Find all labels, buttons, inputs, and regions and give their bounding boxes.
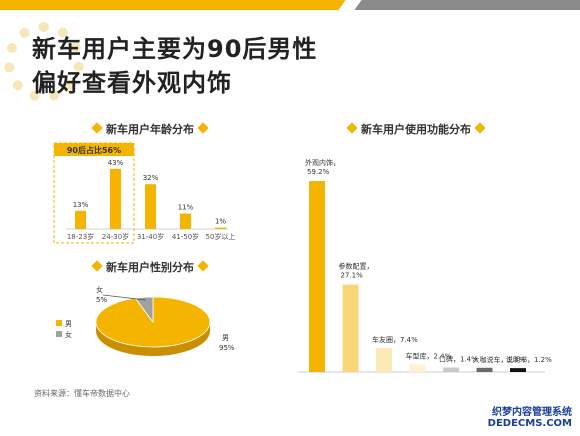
feature-value-label: 59.2% xyxy=(307,168,330,176)
female-label: 女 xyxy=(96,285,103,294)
gender-chart: 女 5% 男 95% 男 女 xyxy=(56,285,235,356)
age-bar xyxy=(215,227,226,229)
feature-category-label: 大咖说车，1.3% xyxy=(473,355,526,364)
pie-slice xyxy=(134,296,154,324)
feature-bar xyxy=(476,367,493,372)
legend-female-swatch xyxy=(56,331,62,337)
feature-bar xyxy=(409,364,426,372)
title-line-1: 新车用户主要为90后男性 xyxy=(32,35,318,63)
age-value-label: 32% xyxy=(143,174,159,182)
age-category-label: 18-23岁 xyxy=(67,232,94,241)
age-value-label: 1% xyxy=(215,218,226,226)
feature-category-label: 口碑，1.4% xyxy=(439,354,478,363)
age-category-label: 31-40岁 xyxy=(137,232,164,241)
age-category-label: 50岁以上 xyxy=(206,232,236,241)
legend-female-label: 女 xyxy=(65,330,72,339)
highlight-label: 90后占比56% xyxy=(67,145,121,155)
feature-category-label: 外观内饰， xyxy=(305,158,340,167)
feature-value-label: 27.1% xyxy=(341,272,364,280)
source-note: 资料来源：懂车帝数据中心 xyxy=(34,389,130,398)
watermark: 织梦内容管理系统 DEDECMS.COM xyxy=(488,403,572,429)
pie-side xyxy=(96,322,210,356)
female-value: 5% xyxy=(96,296,107,304)
page-title: 新车用户主要为90后男性 偏好查看外观内饰 xyxy=(32,32,392,100)
watermark-url: DEDECMS.COM xyxy=(487,418,572,429)
highlight-label-bg xyxy=(54,143,134,156)
gender-chart-title: 新车用户性别分布 xyxy=(88,259,212,275)
top-accent-bar xyxy=(0,0,350,10)
feature-category-label: 车型库，2.4% xyxy=(406,351,452,360)
title-line-2: 偏好查看外观内饰 xyxy=(32,69,232,97)
age-value-label: 13% xyxy=(73,201,89,209)
female-leader-line xyxy=(102,294,147,301)
age-category-label: 41-50岁 xyxy=(172,232,199,241)
feature-category-label: 车友圈，7.4% xyxy=(372,335,418,344)
age-category-label: 24-30岁 xyxy=(102,232,129,241)
feature-category-label: 参数配置， xyxy=(339,262,374,271)
age-bar xyxy=(75,210,86,229)
decorative-circle xyxy=(4,22,84,102)
feature-bar xyxy=(376,348,392,372)
legend-male-label: 男 xyxy=(65,320,72,328)
feature-chart-title: 新车用户使用功能分布 xyxy=(343,121,489,137)
age-bar xyxy=(145,184,156,229)
age-value-label: 11% xyxy=(178,204,194,212)
feature-bar xyxy=(443,367,459,372)
male-value: 95% xyxy=(219,344,235,352)
age-value-label: 43% xyxy=(108,159,124,167)
male-label: 男 xyxy=(222,334,229,342)
age-chart-title: 新车用户年龄分布 xyxy=(88,121,212,137)
feature-category-label: 说明书，1.2% xyxy=(506,355,552,364)
age-bar xyxy=(180,213,191,229)
watermark-text: 织梦内容管理系统 xyxy=(492,407,572,418)
legend-male-swatch xyxy=(56,320,62,326)
feature-bar xyxy=(510,368,526,372)
feature-bar xyxy=(309,181,325,372)
feature-chart: 外观内饰，59.2% 参数配置，27.1% 车友圈，7.4% 车型库，2.4%口碑，1… xyxy=(298,158,552,373)
age-chart: 90后占比56% 13% 18-23岁 43% 24-30岁 32% 31-40岁 11% 4… xyxy=(53,142,236,244)
top-gray-bar xyxy=(350,0,580,10)
age-bar xyxy=(110,168,121,229)
feature-bar xyxy=(342,284,359,372)
